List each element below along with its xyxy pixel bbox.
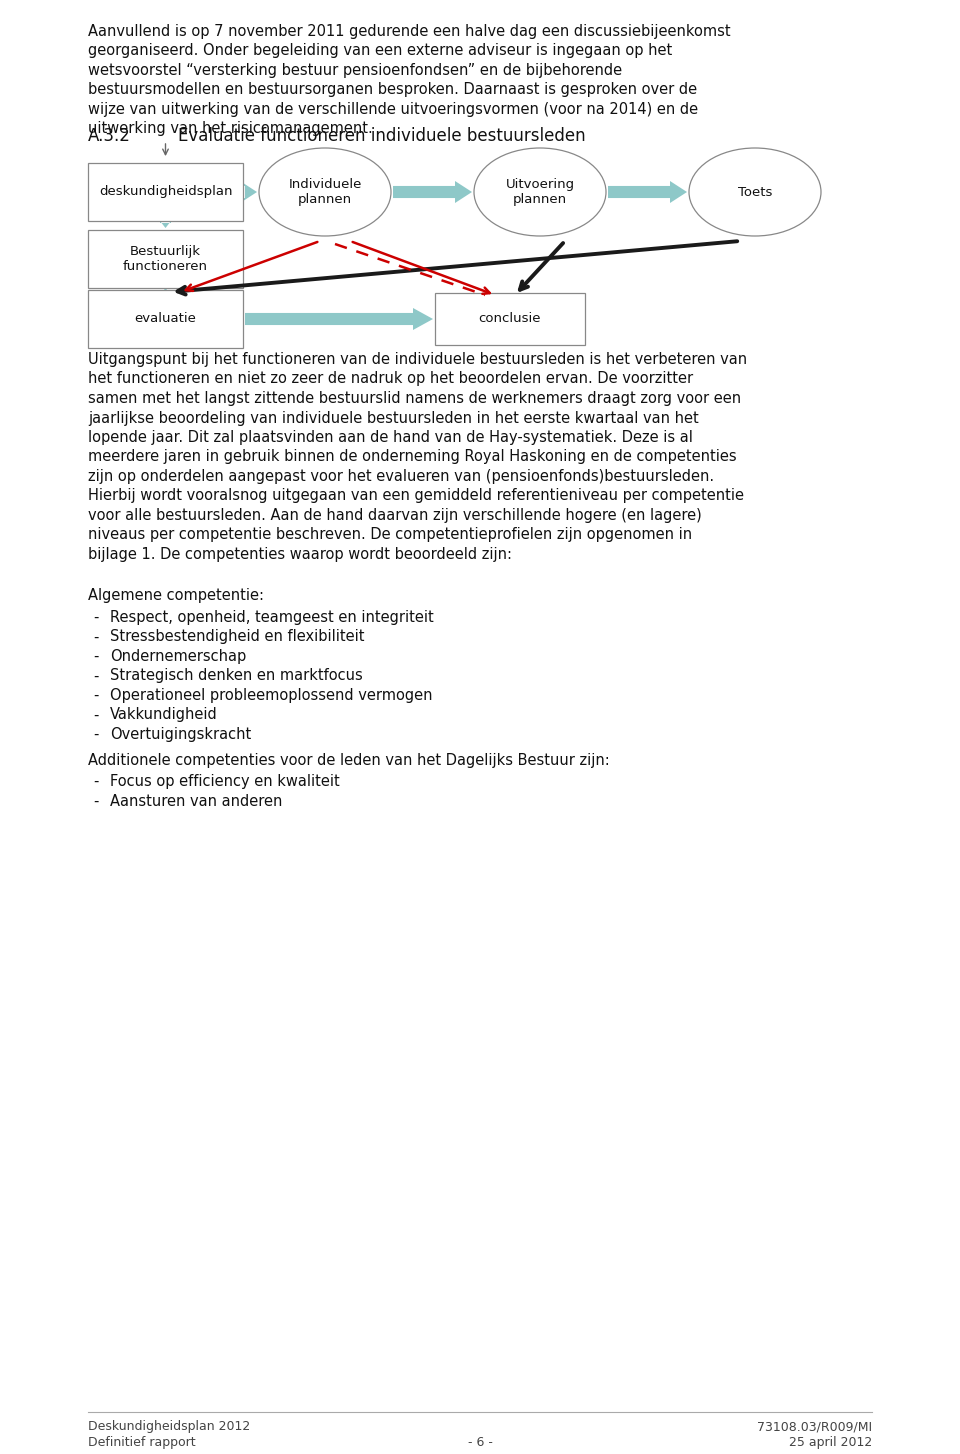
Text: - 6 -: - 6 -: [468, 1437, 492, 1450]
Text: 25 april 2012: 25 april 2012: [789, 1437, 872, 1450]
Text: wijze van uitwerking van de verschillende uitvoeringsvormen (voor na 2014) en de: wijze van uitwerking van de verschillend…: [88, 102, 698, 116]
Text: Ondernemerschap: Ondernemerschap: [110, 648, 247, 664]
Text: -: -: [93, 648, 98, 664]
Text: Individuele
plannen: Individuele plannen: [288, 177, 362, 206]
Text: Deskundigheidsplan 2012: Deskundigheidsplan 2012: [88, 1421, 251, 1434]
FancyBboxPatch shape: [435, 294, 585, 345]
Text: evaluatie: evaluatie: [134, 313, 197, 326]
Text: -: -: [93, 794, 98, 808]
Text: zijn op onderdelen aangepast voor het evalueren van (pensioenfonds)bestuursleden: zijn op onderdelen aangepast voor het ev…: [88, 470, 714, 484]
Text: 73108.03/R009/MI: 73108.03/R009/MI: [756, 1421, 872, 1434]
FancyBboxPatch shape: [88, 230, 243, 288]
Text: Aanvullend is op 7 november 2011 gedurende een halve dag een discussiebijeenkoms: Aanvullend is op 7 november 2011 geduren…: [88, 25, 731, 39]
Text: -: -: [93, 669, 98, 683]
Text: -: -: [93, 688, 98, 702]
Text: Definitief rapport: Definitief rapport: [88, 1437, 196, 1450]
Text: georganiseerd. Onder begeleiding van een externe adviseur is ingegaan op het: georganiseerd. Onder begeleiding van een…: [88, 44, 672, 58]
Text: Bestuurlijk
functioneren: Bestuurlijk functioneren: [123, 246, 208, 273]
Text: Strategisch denken en marktfocus: Strategisch denken en marktfocus: [110, 669, 363, 683]
Text: Stressbestendigheid en flexibiliteit: Stressbestendigheid en flexibiliteit: [110, 630, 365, 644]
Text: Vakkundigheid: Vakkundigheid: [110, 708, 218, 723]
Text: -: -: [93, 774, 98, 790]
Text: niveaus per competentie beschreven. De competentieprofielen zijn opgenomen in: niveaus per competentie beschreven. De c…: [88, 528, 692, 542]
Text: Uitvoering
plannen: Uitvoering plannen: [505, 177, 575, 206]
Text: conclusie: conclusie: [479, 313, 541, 326]
Text: -: -: [93, 611, 98, 625]
Text: Focus op efficiency en kwaliteit: Focus op efficiency en kwaliteit: [110, 774, 340, 790]
FancyBboxPatch shape: [88, 163, 243, 221]
Text: -: -: [93, 727, 98, 742]
Text: uitwerking van het risicomanagement.: uitwerking van het risicomanagement.: [88, 122, 372, 137]
Text: voor alle bestuursleden. Aan de hand daarvan zijn verschillende hogere (en lager: voor alle bestuursleden. Aan de hand daa…: [88, 507, 702, 523]
Text: wetsvoorstel “versterking bestuur pensioenfondsen” en de bijbehorende: wetsvoorstel “versterking bestuur pensio…: [88, 63, 622, 79]
Text: Evaluatie functioneren individuele bestuursleden: Evaluatie functioneren individuele bestu…: [178, 126, 586, 145]
Ellipse shape: [474, 148, 606, 236]
Text: Respect, openheid, teamgeest en integriteit: Respect, openheid, teamgeest en integrit…: [110, 611, 434, 625]
Text: Additionele competenties voor de leden van het Dagelijks Bestuur zijn:: Additionele competenties voor de leden v…: [88, 753, 610, 768]
Text: bijlage 1. De competenties waarop wordt beoordeeld zijn:: bijlage 1. De competenties waarop wordt …: [88, 547, 512, 563]
FancyArrow shape: [240, 180, 257, 204]
Text: Hierbij wordt vooralsnog uitgegaan van een gemiddeld referentieniveau per compet: Hierbij wordt vooralsnog uitgegaan van e…: [88, 489, 744, 503]
Ellipse shape: [259, 148, 391, 236]
FancyArrow shape: [393, 180, 472, 204]
Text: Overtuigingskracht: Overtuigingskracht: [110, 727, 252, 742]
Text: het functioneren en niet zo zeer de nadruk op het beoordelen ervan. De voorzitte: het functioneren en niet zo zeer de nadr…: [88, 372, 693, 387]
Text: Toets: Toets: [738, 186, 772, 199]
Text: jaarlijkse beoordeling van individuele bestuursleden in het eerste kwartaal van : jaarlijkse beoordeling van individuele b…: [88, 410, 699, 426]
FancyArrow shape: [608, 180, 687, 204]
Text: Algemene competentie:: Algemene competentie:: [88, 589, 264, 603]
Text: meerdere jaren in gebruik binnen de onderneming Royal Haskoning en de competenti: meerdere jaren in gebruik binnen de onde…: [88, 449, 736, 464]
Text: Uitgangspunt bij het functioneren van de individuele bestuursleden is het verbet: Uitgangspunt bij het functioneren van de…: [88, 352, 747, 366]
Text: lopende jaar. Dit zal plaatsvinden aan de hand van de Hay-systematiek. Deze is a: lopende jaar. Dit zal plaatsvinden aan d…: [88, 430, 693, 445]
Text: A.3.2: A.3.2: [88, 126, 131, 145]
Text: deskundigheidsplan: deskundigheidsplan: [99, 186, 232, 199]
FancyArrow shape: [245, 308, 433, 330]
Text: Operationeel probleemoplossend vermogen: Operationeel probleemoplossend vermogen: [110, 688, 433, 702]
Ellipse shape: [689, 148, 821, 236]
FancyArrow shape: [155, 288, 177, 302]
FancyBboxPatch shape: [88, 289, 243, 348]
Text: -: -: [93, 630, 98, 644]
Text: Aansturen van anderen: Aansturen van anderen: [110, 794, 282, 808]
Text: -: -: [93, 708, 98, 723]
Text: samen met het langst zittende bestuurslid namens de werknemers draagt zorg voor : samen met het langst zittende bestuursli…: [88, 391, 741, 406]
FancyArrow shape: [155, 214, 177, 228]
Text: bestuursmodellen en bestuursorganen besproken. Daarnaast is gesproken over de: bestuursmodellen en bestuursorganen besp…: [88, 83, 697, 97]
